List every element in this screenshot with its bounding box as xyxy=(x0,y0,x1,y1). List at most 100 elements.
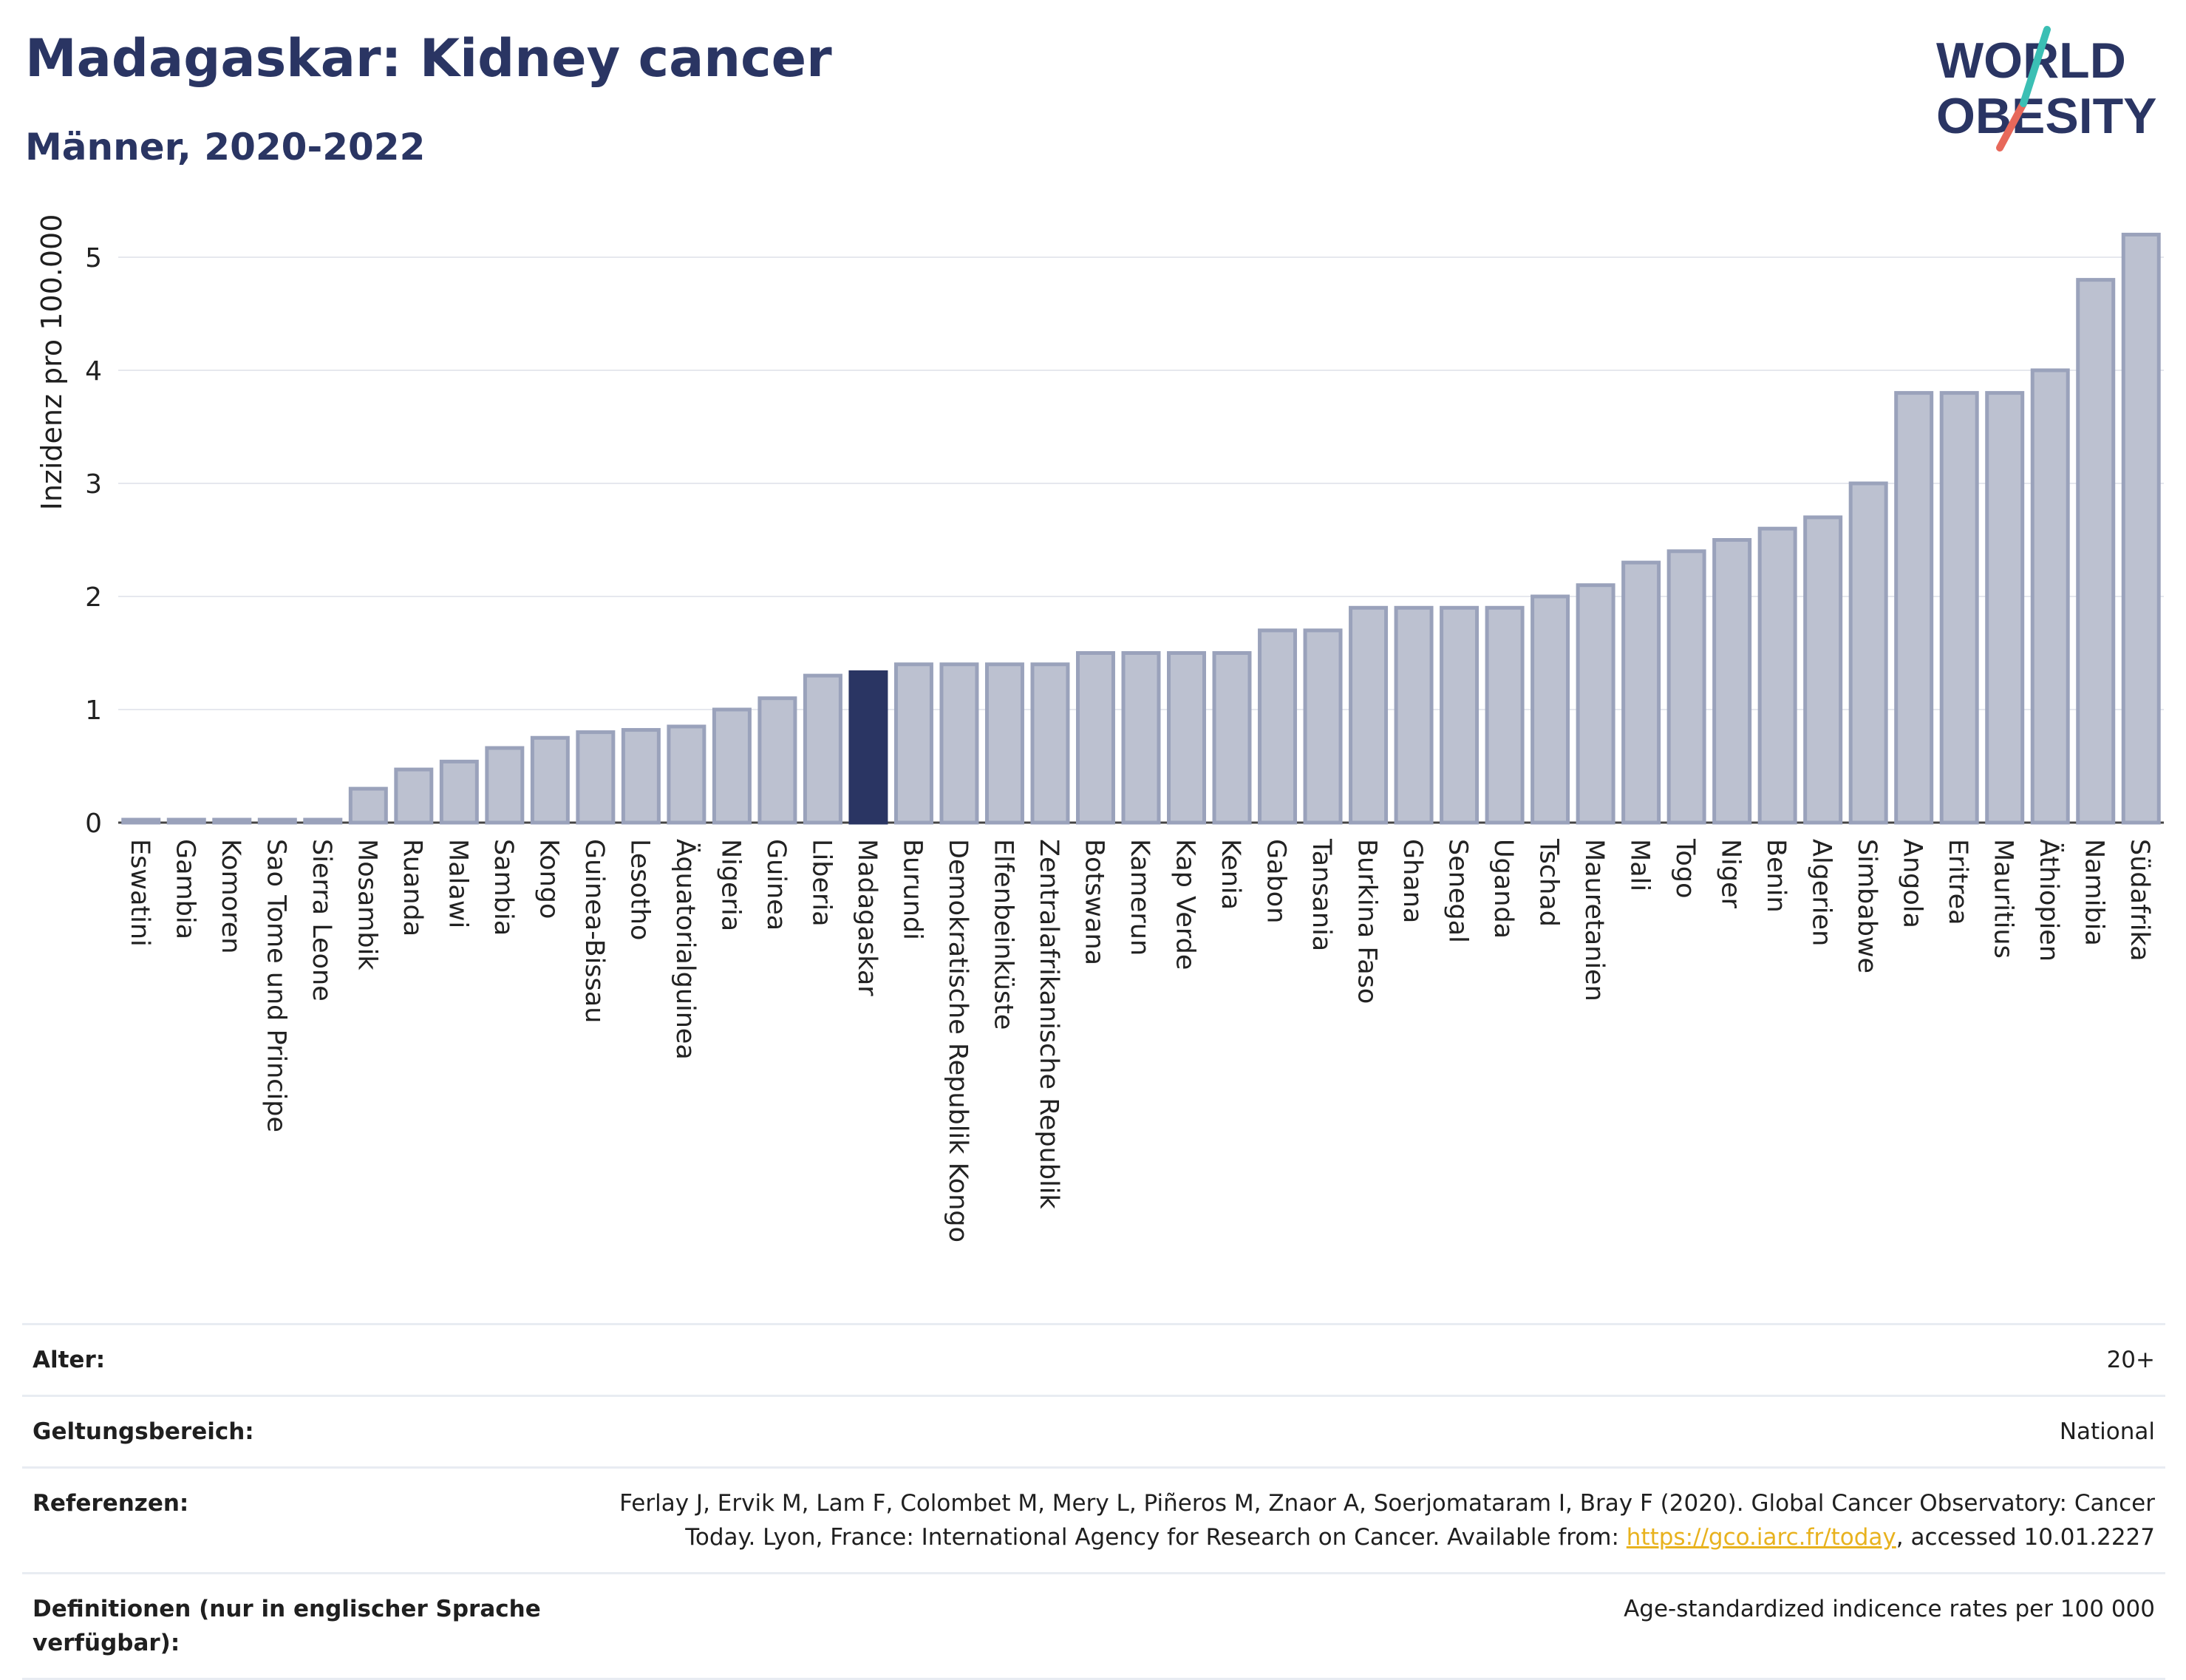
world-obesity-logo: WORLD OBESITY xyxy=(1936,26,2157,152)
x-tick-labels: Eswatini Gambia Komoren Sao Tome und Princi… xyxy=(125,838,2154,1242)
logo-line-2: OBESITY xyxy=(1936,88,2157,144)
bar-sierra-leone xyxy=(303,817,343,825)
references-link[interactable]: https://gco.iarc.fr/today xyxy=(1626,1524,1896,1551)
bar-mauretanien xyxy=(1576,583,1615,825)
y-tick-label: 5 xyxy=(85,243,102,273)
bar-kongo xyxy=(530,735,570,825)
meta-row-scope: Geltungsbereich: National xyxy=(22,1395,2165,1466)
bar-äquatorialguinea xyxy=(667,724,706,825)
x-tick-label: Niger xyxy=(1716,839,1746,909)
bar-südafrika xyxy=(2121,232,2161,825)
bar-burkina-faso xyxy=(1349,605,1389,825)
x-tick-label: Äthiopien xyxy=(2034,839,2065,962)
x-tick-label: Burundi xyxy=(897,839,927,940)
bar-elfenbeinküste xyxy=(984,662,1024,825)
bar-kap-verde xyxy=(1167,651,1207,825)
bar-burundi xyxy=(893,662,933,825)
bar-tansania xyxy=(1303,628,1343,825)
bar-komoren xyxy=(212,817,252,825)
y-tick-label: 3 xyxy=(85,469,102,500)
x-tick-label: Botswana xyxy=(1079,839,1109,965)
bar-gambia xyxy=(166,817,206,825)
x-tick-label: Sao Tome und Principe xyxy=(261,839,290,1132)
bar-mosambik xyxy=(348,786,388,825)
references-value: Ferlay J, Ervik M, Lam F, Colombet M, Me… xyxy=(603,1486,2155,1554)
scope-value: National xyxy=(2059,1418,2155,1445)
x-tick-label: Namibia xyxy=(2080,839,2109,946)
logo-slash-red xyxy=(1996,100,2027,152)
x-tick-label: Sierra Leone xyxy=(307,839,336,1001)
x-tick-label: Senegal xyxy=(1443,839,1473,943)
bar-guinea-bissau xyxy=(576,730,616,825)
bar-eswatini xyxy=(121,817,161,825)
bar-tschad xyxy=(1530,594,1570,825)
bar-kenia xyxy=(1212,651,1252,825)
bar-senegal xyxy=(1440,605,1480,825)
x-tick-label: Ghana xyxy=(1397,839,1427,923)
page-subtitle: Männer, 2020-2022 xyxy=(25,126,426,169)
bar-togo xyxy=(1666,549,1706,825)
x-tick-label: Sambia xyxy=(488,839,518,936)
x-tick-label: Mosambik xyxy=(352,839,381,970)
x-tick-label: Tschad xyxy=(1534,838,1564,927)
x-tick-label: Äquatorialguinea xyxy=(670,839,701,1060)
meta-row-age: Alter: 20+ xyxy=(22,1323,2165,1395)
references-accessed: , accessed 10.01.2227 xyxy=(1896,1524,2155,1551)
x-tick-label: Elfenbeinküste xyxy=(988,839,1018,1030)
bar-algerien xyxy=(1803,515,1843,825)
metadata-table: Alter: 20+ Geltungsbereich: National Ref… xyxy=(22,1323,2165,1680)
bar-benin xyxy=(1757,526,1797,825)
age-value: 20+ xyxy=(2106,1347,2155,1373)
bar-ghana xyxy=(1394,605,1434,825)
y-tick-label: 0 xyxy=(85,809,102,839)
logo-slash-teal xyxy=(2020,26,2051,107)
page-title: Madagaskar: Kidney cancer xyxy=(25,28,832,89)
x-tick-label: Mauritius xyxy=(1989,839,2018,959)
x-tick-label: Zentralafrikanische Republik xyxy=(1034,839,1063,1210)
meta-row-definitions: Definitionen (nur in englischer Sprache … xyxy=(22,1572,2165,1680)
x-tick-label: Uganda xyxy=(1488,839,1518,939)
bar-eritrea xyxy=(1939,391,1979,825)
bar-kamerun xyxy=(1121,651,1161,825)
x-tick-label: Mauretanien xyxy=(1579,839,1609,1001)
y-tick-label: 1 xyxy=(85,696,102,726)
x-tick-label: Nigeria xyxy=(715,839,745,931)
x-tick-label: Benin xyxy=(1761,839,1791,913)
bar-namibia xyxy=(2076,278,2116,825)
bar-sambia xyxy=(485,746,525,825)
bar-äthiopien xyxy=(2030,368,2070,825)
bar-gabon xyxy=(1258,628,1298,825)
x-tick-label: Kap Verde xyxy=(1171,839,1200,970)
x-tick-label: Mali xyxy=(1625,839,1655,891)
bar-madagaskar xyxy=(848,670,888,825)
y-tick-label: 4 xyxy=(85,356,102,387)
bar-niger xyxy=(1712,538,1752,825)
x-tick-label: Gambia xyxy=(170,839,200,939)
y-tick-label: 2 xyxy=(85,582,102,613)
bar-mali xyxy=(1621,560,1661,825)
x-tick-label: Madagaskar xyxy=(852,839,882,996)
scope-label: Geltungsbereich: xyxy=(33,1418,254,1445)
x-tick-label: Kamerun xyxy=(1125,839,1154,956)
bar-uganda xyxy=(1485,605,1525,825)
definitions-label: Definitionen (nur in englischer Sprache … xyxy=(33,1596,541,1656)
definitions-value: Age-standardized indicence rates per 100… xyxy=(1624,1596,2155,1622)
bar-sao-tome-und-principe xyxy=(257,817,297,825)
bar-simbabwe xyxy=(1848,481,1888,825)
bar-liberia xyxy=(803,673,842,825)
x-tick-label: Liberia xyxy=(806,839,836,927)
x-tick-label: Burkina Faso xyxy=(1352,839,1382,1004)
bar-demokratische-republik-kongo xyxy=(939,662,979,825)
bar-zentralafrikanische-republik xyxy=(1030,662,1070,825)
references-label: Referenzen: xyxy=(33,1490,189,1517)
x-tick-label: Komoren xyxy=(216,839,245,953)
age-label: Alter: xyxy=(33,1347,106,1373)
x-tick-label: Kongo xyxy=(534,839,563,919)
y-tick-labels: 0 1 2 3 4 5 xyxy=(85,243,102,839)
bar-angola xyxy=(1894,391,1934,825)
x-tick-label: Togo xyxy=(1670,838,1700,898)
x-tick-label: Ruanda xyxy=(398,839,427,936)
bar-mauritius xyxy=(1985,391,2025,825)
x-tick-label: Guinea xyxy=(761,839,791,931)
x-tick-label: Südafrika xyxy=(2125,839,2154,962)
